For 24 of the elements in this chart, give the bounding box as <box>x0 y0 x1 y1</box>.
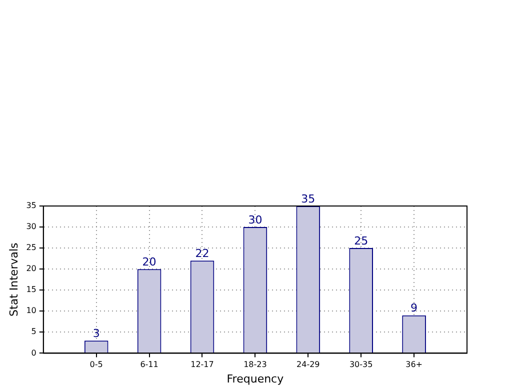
y-tick-label: 5 <box>31 327 36 336</box>
data-label: 9 <box>410 302 418 315</box>
data-label: 20 <box>142 255 156 268</box>
y-tick-label: 25 <box>26 243 36 252</box>
data-label: 35 <box>301 192 316 206</box>
data-label: 3 <box>92 326 100 340</box>
y-tick-label: 30 <box>26 222 36 232</box>
y-tick-label: 10 <box>26 306 36 316</box>
y-axis-title: Stat Intervals <box>7 242 20 316</box>
y-tick-label: 35 <box>26 201 36 210</box>
x-tick-label: 30-35 <box>349 360 373 370</box>
y-tick-label: 15 <box>26 285 36 294</box>
x-axis-title: Frequency <box>226 372 284 386</box>
x-tick-label: 0-5 <box>90 360 103 370</box>
data-label: 22 <box>195 247 210 260</box>
data-label: 30 <box>248 213 262 226</box>
y-tick-label: 20 <box>26 264 36 274</box>
x-tick-label: 6-11 <box>140 360 158 370</box>
x-tick-label: 36+ <box>406 360 422 370</box>
data-label: 25 <box>354 234 368 248</box>
x-tick-label: 12-17 <box>190 360 214 370</box>
x-tick-label: 24-29 <box>296 360 320 370</box>
y-tick-label: 0 <box>31 348 36 358</box>
x-tick-label: 18-23 <box>244 360 267 370</box>
